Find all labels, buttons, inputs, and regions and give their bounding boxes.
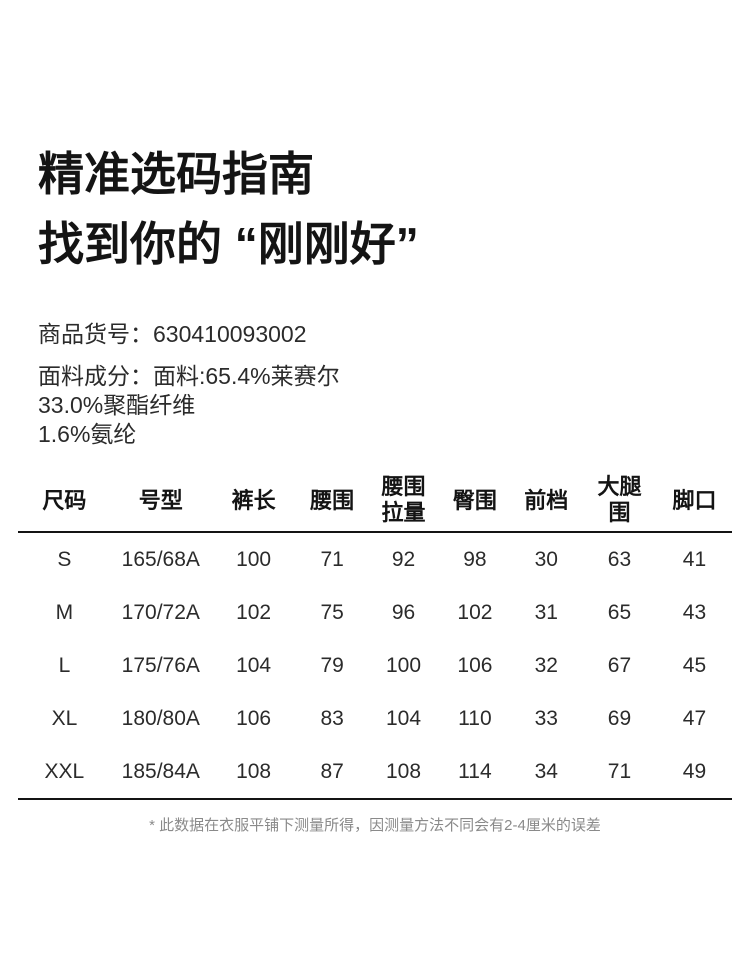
col-header-waist-stretch: 腰围拉量	[367, 469, 440, 533]
table-row-xxl: XXL 185/84A 108 87 108 114 34 71 49	[18, 745, 732, 800]
table-cell: 102	[236, 600, 272, 624]
page-title-line-2: 找到你的 “刚刚好”	[38, 218, 419, 270]
table-cell: 32	[534, 653, 558, 677]
size-table: 尺码 号型 裤长 腰围 腰围拉量 臀围 前档 大腿围 脚口 S 165/68A …	[18, 469, 732, 800]
table-cell: 63	[607, 547, 632, 571]
table-cell: 100	[386, 653, 422, 677]
table-cell: 47	[682, 706, 707, 730]
table-cell: 43	[682, 600, 707, 624]
table-cell: 185/84A	[110, 745, 211, 800]
table-cell: 98	[463, 547, 487, 571]
table-cell: 106	[236, 706, 272, 730]
table-cell: 79	[320, 653, 344, 677]
col-header-size: 尺码	[18, 469, 111, 533]
table-cell: M	[55, 600, 74, 624]
col-header-leg-opening: 脚口	[656, 469, 732, 533]
table-cell: 106	[457, 653, 493, 677]
table-cell: 49	[656, 745, 732, 800]
table-cell: XL	[51, 706, 78, 730]
table-cell: 92	[391, 547, 416, 571]
table-cell: 180/80A	[121, 706, 200, 730]
table-cell: 83	[320, 706, 344, 730]
col-header-waist: 腰围	[296, 469, 368, 533]
product-number-value: 630410093002	[153, 321, 307, 347]
table-cell: 114	[439, 745, 511, 800]
col-header-pant-length: 裤长	[210, 469, 297, 533]
page-title-line-1: 精准选码指南	[38, 148, 314, 200]
product-number-label: 商品货号：	[38, 321, 153, 347]
table-cell: 71	[582, 745, 657, 800]
table-cell: 45	[682, 653, 707, 677]
col-header-front-rise: 前档	[510, 469, 582, 533]
table-cell: 69	[607, 706, 632, 730]
table-cell: 104	[236, 653, 272, 677]
table-row-m: M 170/72A 102 75 96 102 31 65 43	[18, 586, 732, 639]
table-cell: 33	[534, 706, 558, 730]
table-row-xl: XL 180/80A 106 83 104 110 33 69 47	[18, 692, 732, 745]
table-cell: 34	[510, 745, 582, 800]
fabric-label: 面料成分：	[38, 363, 153, 389]
table-cell: 108	[367, 745, 440, 800]
table-cell: 175/76A	[121, 653, 200, 677]
fabric-value-1: 面料:65.4%莱赛尔	[153, 363, 340, 389]
col-header-model: 号型	[110, 469, 211, 533]
table-cell: 170/72A	[121, 600, 200, 624]
table-cell: 87	[296, 745, 368, 800]
table-cell: 41	[682, 547, 707, 571]
page-title: 精准选码指南 找到你的 “刚刚好”	[38, 139, 750, 279]
table-cell: 31	[534, 600, 558, 624]
fabric-line-3: 1.6%氨纶	[38, 421, 137, 447]
fabric-line-1: 面料成分：面料:65.4%莱赛尔	[38, 362, 518, 391]
table-cell: 102	[457, 600, 493, 624]
table-cell: 104	[386, 706, 422, 730]
fabric-composition: 面料成分：面料:65.4%莱赛尔 33.0%聚酯纤维 1.6%氨纶	[38, 362, 518, 449]
table-row-l: L 175/76A 104 79 100 106 32 67 45	[18, 639, 732, 692]
col-header-thigh: 大腿围	[582, 469, 657, 533]
table-cell: 108	[210, 745, 297, 800]
table-cell: L	[58, 653, 71, 677]
table-cell: 100	[236, 547, 272, 571]
col-header-hip: 臀围	[439, 469, 511, 533]
table-cell: 165/68A	[121, 547, 200, 571]
table-cell: 96	[391, 600, 416, 624]
measurement-disclaimer: * 此数据在衣服平铺下测量所得，因测量方法不同会有2-4厘米的误差	[149, 817, 601, 834]
table-cell: 110	[458, 706, 492, 730]
fabric-line-2: 33.0%聚酯纤维	[38, 392, 196, 418]
table-cell: 71	[320, 547, 344, 571]
table-cell: 75	[320, 600, 344, 624]
table-cell: XXL	[18, 745, 111, 800]
table-cell: 30	[534, 547, 558, 571]
table-cell: 67	[607, 653, 632, 677]
size-table-header-row: 尺码 号型 裤长 腰围 腰围拉量 臀围 前档 大腿围 脚口	[18, 469, 732, 533]
table-row-s: S 165/68A 100 71 92 98 30 63 41	[18, 532, 732, 586]
table-cell: S	[57, 547, 72, 571]
size-guide-page: 精准选码指南 找到你的 “刚刚好” 商品货号：630410093002 面料成分…	[0, 139, 750, 979]
table-cell: 65	[607, 600, 632, 624]
product-number-line: 商品货号：630410093002	[38, 320, 750, 349]
